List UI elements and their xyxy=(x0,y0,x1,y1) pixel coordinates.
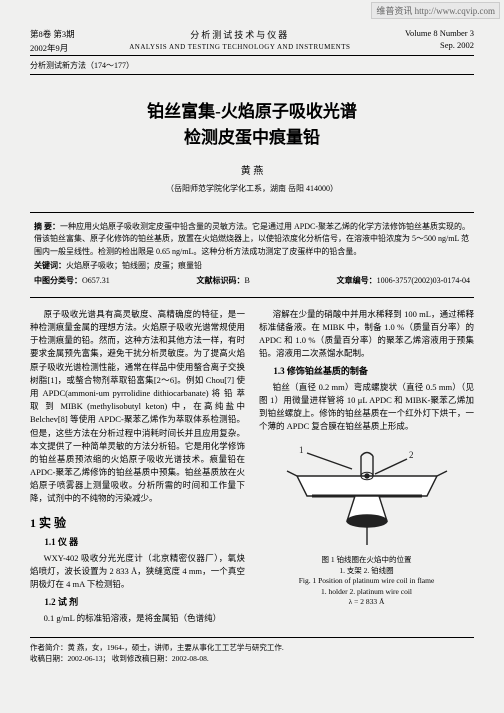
affiliation: （岳阳师范学院化学化工系，湖南 岳阳 414000） xyxy=(30,183,474,194)
right-paragraph-1: 溶解在少量的硝酸中并用水稀释到 100 mL，通过稀释标准储备液。在 MIBK … xyxy=(259,308,474,361)
date-en: Sep. 2002 xyxy=(405,40,474,50)
section-1-1-heading: 1.1 仪 器 xyxy=(30,536,245,550)
watermark: 维普资讯 http://www.cqvip.com xyxy=(371,2,500,19)
figcap-cn-legend: 1. 支架 2. 铂线圈 xyxy=(259,566,474,577)
section-1-2-heading: 1.2 试 剂 xyxy=(30,596,245,610)
doc-label: 文献标识码： xyxy=(197,276,245,285)
volume-issue-en: Volume 8 Number 3 xyxy=(405,28,474,38)
class-no: 中图分类号：O657.31 xyxy=(34,275,110,287)
keywords-row: 关键词：火焰原子吸收；铂线圈；皮蛋；痕量铅 xyxy=(34,260,470,272)
header-center: 分析测试技术与仪器 ANALYSIS AND TESTING TECHNOLOG… xyxy=(75,28,405,54)
figcap-en-legend: 1. holder 2. platinum wire coil xyxy=(259,587,474,598)
section-label: 分析测试新方法（174～177） xyxy=(30,60,474,75)
figcap-lambda: λ = 2 833 Å xyxy=(259,597,474,608)
right-paragraph-2: 铂丝（直径 0.2 mm）弯成螺旋状（直径 0.5 mm）（见图 1）用微量进样… xyxy=(259,381,474,434)
journal-header: 第8卷 第3期 2002年9月 分析测试技术与仪器 ANALYSIS AND T… xyxy=(30,28,474,56)
keywords-label: 关键词： xyxy=(34,261,66,270)
classification-row: 中图分类号：O657.31 文献标识码：B 文章编号：1006-3757(200… xyxy=(34,275,470,287)
svg-text:2: 2 xyxy=(409,450,414,460)
page: 第8卷 第3期 2002年9月 分析测试技术与仪器 ANALYSIS AND T… xyxy=(0,0,504,684)
article-no: 文章编号：1006-3757(2002)03-0174-04 xyxy=(337,275,470,287)
abstract-block: 摘 要：一种应用火焰原子吸收测定皮蛋中铅含量的灵敏方法。它是通过用 APDC-聚… xyxy=(30,212,474,298)
title-line-1: 铂丝富集-火焰原子吸收光谱 xyxy=(30,99,474,125)
svg-text:1: 1 xyxy=(299,445,304,455)
doc-value: B xyxy=(245,276,250,285)
volume-issue-cn: 第8卷 第3期 xyxy=(30,28,75,40)
right-column: 溶解在少量的硝酸中并用水稀释到 100 mL，通过稀释标准储备液。在 MIBK … xyxy=(259,308,474,627)
artno-value: 1006-3757(2002)03-0174-04 xyxy=(377,276,470,285)
class-value: O657.31 xyxy=(82,276,110,285)
intro-paragraph: 原子吸收光谱具有高灵敏度、高精确度的特征，是一种检测痕量金属的理想方法。火焰原子… xyxy=(30,308,245,506)
journal-title-en: ANALYSIS AND TESTING TECHNOLOGY AND INST… xyxy=(75,43,405,51)
class-label: 中图分类号： xyxy=(34,276,82,285)
instrument-paragraph: WXY-402 吸收分光光度计（北京精密仪器厂），氧炔焰喷灯，波长设置为 2 8… xyxy=(30,552,245,592)
figure-1: 1 2 图 1 铂线圈在火焰中的位置 1. 支架 2. 铂线圈 Fig. 1 P… xyxy=(259,441,474,608)
left-column: 原子吸收光谱具有高灵敏度、高精确度的特征，是一种检测痕量金属的理想方法。火焰原子… xyxy=(30,308,245,627)
body-columns: 原子吸收光谱具有高灵敏度、高精确度的特征，是一种检测痕量金属的理想方法。火焰原子… xyxy=(30,308,474,627)
artno-label: 文章编号： xyxy=(337,276,377,285)
figure-caption: 图 1 铂线圈在火焰中的位置 1. 支架 2. 铂线圈 Fig. 1 Posit… xyxy=(259,555,474,608)
abstract-label: 摘 要： xyxy=(34,222,60,231)
date-cn: 2002年9月 xyxy=(30,42,75,54)
abstract-row: 摘 要：一种应用火焰原子吸收测定皮蛋中铅含量的灵敏方法。它是通过用 APDC-聚… xyxy=(34,221,470,258)
reagent-paragraph: 0.1 g/mL 的标准铅溶液，是将金属铅（色谱纯） xyxy=(30,612,245,625)
header-left: 第8卷 第3期 2002年9月 xyxy=(30,28,75,54)
doc-code: 文献标识码：B xyxy=(197,275,250,287)
article-title: 铂丝富集-火焰原子吸收光谱 检测皮蛋中痕量铅 xyxy=(30,99,474,150)
footer: 作者简介：黄 燕，女，1964-，硕士，讲师，主要从事化工工艺学与研究工作. 收… xyxy=(30,637,474,665)
figcap-en: Fig. 1 Position of platinum wire coil in… xyxy=(259,576,474,587)
author-bio: 作者简介：黄 燕，女，1964-，硕士，讲师，主要从事化工工艺学与研究工作. xyxy=(30,642,474,653)
abstract-text: 一种应用火焰原子吸收测定皮蛋中铅含量的灵敏方法。它是通过用 APDC-聚苯乙烯的… xyxy=(34,222,470,256)
title-line-2: 检测皮蛋中痕量铅 xyxy=(30,125,474,151)
section-1-3-heading: 1.3 修饰铂丝基质的制备 xyxy=(259,365,474,379)
keywords-text: 火焰原子吸收；铂线圈；皮蛋；痕量铅 xyxy=(66,261,202,270)
header-right: Volume 8 Number 3 Sep. 2002 xyxy=(405,28,474,54)
author: 黄 燕 xyxy=(30,162,474,177)
journal-title-cn: 分析测试技术与仪器 xyxy=(75,28,405,41)
figcap-cn: 图 1 铂线圈在火焰中的位置 xyxy=(259,555,474,566)
section-1-heading: 1 实 验 xyxy=(30,514,245,533)
apparatus-diagram-icon: 1 2 xyxy=(277,441,457,551)
dates: 收稿日期：2002-06-13； 收到修改稿日期：2002-08-08. xyxy=(30,653,474,664)
